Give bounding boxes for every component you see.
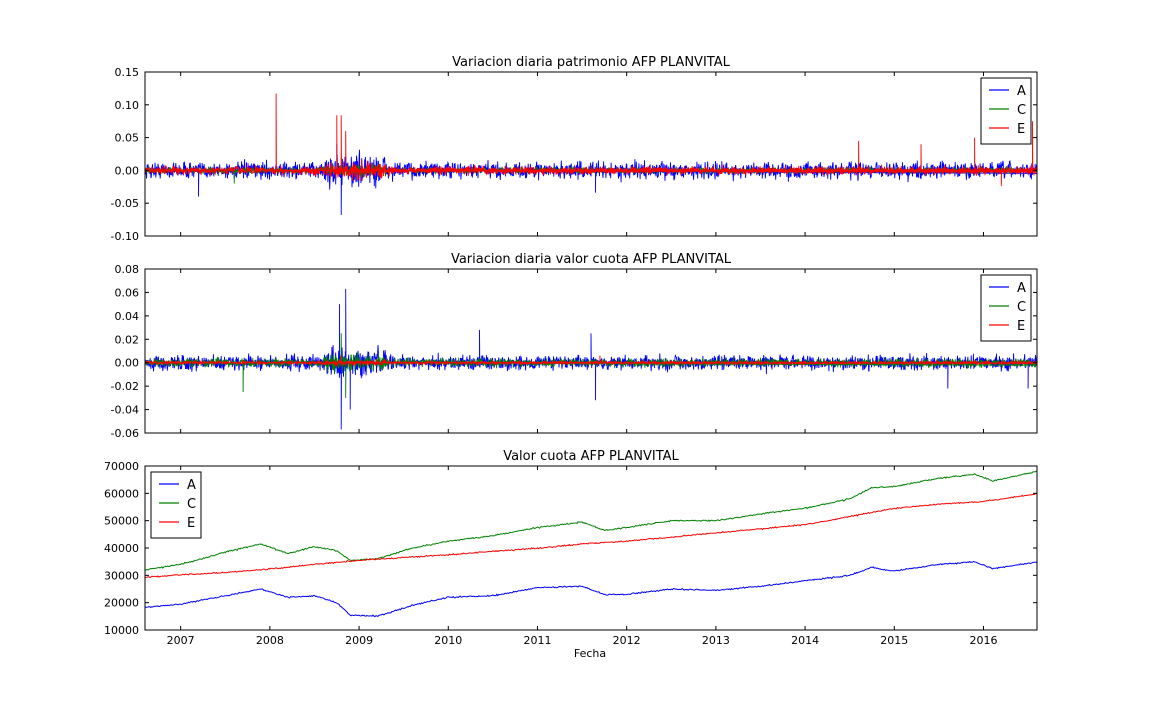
legend-label-A: A xyxy=(187,478,196,493)
panel-3: Valor cuota AFP PLANVITAL 10000 20000 30000… xyxy=(104,449,1038,647)
x-tick-label: 2010 xyxy=(434,634,462,647)
legend-label-C: C xyxy=(187,497,196,512)
y-tick-label: 70000 xyxy=(104,460,139,473)
y-tick-label: 0.02 xyxy=(115,333,140,346)
series-group xyxy=(145,93,1037,216)
y-tick-label: 50000 xyxy=(104,515,139,528)
y-tick-label: 0.00 xyxy=(115,164,140,177)
legend: ACE xyxy=(980,77,1032,145)
x-tick-label: 2008 xyxy=(256,634,284,647)
series-line-E xyxy=(145,492,1037,579)
legend-label-E: E xyxy=(1017,122,1025,137)
y-tick-label: -0.05 xyxy=(111,197,139,210)
chart-title: Valor cuota AFP PLANVITAL xyxy=(503,449,679,464)
plot-frame xyxy=(144,268,1038,434)
panel-1: Variacion diaria patrimonio AFP PLANVITA… xyxy=(111,55,1038,243)
series-line-E xyxy=(145,93,1037,187)
y-tick-label: 0.10 xyxy=(115,99,140,112)
legend-box xyxy=(980,77,1032,145)
y-tick-label: -0.06 xyxy=(111,427,139,440)
y-tick-label: -0.10 xyxy=(111,230,139,243)
x-tick-label: 2012 xyxy=(613,634,641,647)
plot-frame xyxy=(144,465,1038,631)
series-group xyxy=(145,470,1037,618)
legend-label-C: C xyxy=(1017,300,1026,315)
y-tick-label: 0.05 xyxy=(115,132,140,145)
chart-title: Variacion diaria patrimonio AFP PLANVITA… xyxy=(452,55,730,70)
y-tick-label: 0.04 xyxy=(115,310,140,323)
legend-label-C: C xyxy=(1017,103,1026,118)
y-tick-label: 30000 xyxy=(104,569,139,582)
x-tick-label: 2016 xyxy=(969,634,997,647)
y-tick-label: -0.02 xyxy=(111,380,139,393)
legend-label-E: E xyxy=(187,516,195,531)
y-tick-label: 60000 xyxy=(104,487,139,500)
x-tick-label: 2013 xyxy=(702,634,730,647)
y-tick-label: 0.08 xyxy=(115,263,140,276)
series-line-E xyxy=(145,355,1037,367)
y-tick-label: 20000 xyxy=(104,597,139,610)
y-tick-label: 40000 xyxy=(104,542,139,555)
x-tick-label: 2011 xyxy=(523,634,551,647)
series-line-A xyxy=(145,560,1037,618)
y-tick-label: 0.15 xyxy=(115,66,140,79)
x-tick-label: 2015 xyxy=(880,634,908,647)
legend-box xyxy=(980,274,1032,342)
series-line-C xyxy=(145,470,1037,571)
series-line-A xyxy=(145,288,1037,430)
x-tick-label: 2007 xyxy=(167,634,195,647)
x-axis-label: Fecha xyxy=(574,647,606,660)
legend-label-A: A xyxy=(1017,281,1026,296)
legend-label-E: E xyxy=(1017,319,1025,334)
series-line-A xyxy=(145,144,1037,216)
plot-frame xyxy=(144,71,1038,237)
y-tick-label: 10000 xyxy=(104,624,139,637)
y-tick-label: 0.06 xyxy=(115,286,140,299)
y-tick-label: -0.04 xyxy=(111,404,139,417)
panel-2: Variacion diaria valor cuota AFP PLANVIT… xyxy=(111,252,1038,440)
chart-title: Variacion diaria valor cuota AFP PLANVIT… xyxy=(451,252,732,267)
x-tick-label: 2014 xyxy=(791,634,819,647)
y-tick-label: 0.00 xyxy=(115,357,140,370)
series-group xyxy=(145,288,1037,430)
x-tick-label: 2009 xyxy=(345,634,373,647)
legend-label-A: A xyxy=(1017,84,1026,99)
legend: ACE xyxy=(150,471,202,539)
legend: ACE xyxy=(980,274,1032,342)
legend-box xyxy=(150,471,202,539)
